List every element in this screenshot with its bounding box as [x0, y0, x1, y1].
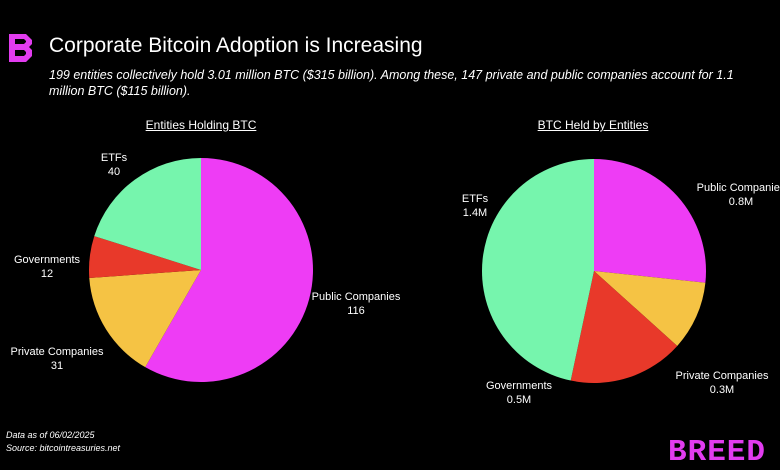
slice-value: 1.4M: [462, 207, 488, 219]
page-subtitle: 199 entities collectively hold 3.01 mill…: [49, 68, 734, 98]
pie-slice-entities-public-companies: [145, 158, 314, 382]
pie-slice-btc-governments: [570, 271, 678, 383]
data-label-private-companies-btc: Private Companies 0.3M: [676, 369, 769, 397]
slice-value: 31: [50, 360, 64, 372]
page-title: Corporate Bitcoin Adoption is Increasing: [49, 34, 423, 57]
slice-label: Governments: [13, 254, 81, 266]
slice-value: 40: [107, 166, 121, 178]
slice-value: 116: [347, 305, 365, 317]
slice-label: ETFs: [461, 193, 489, 205]
pie-slice-btc-etfs: [481, 159, 594, 381]
pie-slice-entities-etfs: [94, 158, 201, 270]
data-label-public-companies-btc: Public Companies 0.8M: [697, 181, 780, 209]
wordmark-text: BREED: [668, 435, 766, 466]
slice-value: 0.8M: [728, 196, 754, 208]
data-label-etfs-btc: ETFs 1.4M: [462, 192, 488, 220]
slice-label: Governments: [485, 380, 553, 392]
pie-slice-btc-public-companies: [594, 159, 707, 283]
pie-slice-entities-governments: [89, 236, 201, 278]
chart-title-btc-held: BTC Held by Entities: [537, 118, 649, 132]
slice-value: 12: [40, 268, 54, 280]
slice-label: Public Companies: [311, 291, 401, 303]
pie-slice-entities-private-companies: [89, 270, 201, 368]
chart-title-entities: Entities Holding BTC: [145, 118, 257, 132]
pie-slice-btc-private-companies: [594, 271, 706, 346]
data-label-governments-btc: Governments 0.5M: [486, 379, 552, 407]
breed-logo-icon: [9, 34, 32, 62]
slice-value: 0.3M: [709, 384, 735, 396]
data-label-public-companies-entities: Public Companies 116: [312, 290, 401, 318]
slice-label: Public Companies: [696, 182, 780, 194]
data-label-etfs-entities: ETFs 40: [101, 151, 127, 179]
slice-label: ETFs: [100, 152, 128, 164]
slice-value: 0.5M: [506, 394, 532, 406]
slice-label: Private Companies: [675, 370, 769, 382]
slice-label: Private Companies: [10, 346, 104, 358]
data-label-governments-entities: Governments 12: [14, 253, 80, 281]
breed-wordmark-logo: BREED: [668, 435, 766, 466]
data-label-private-companies-entities: Private Companies 31: [11, 345, 104, 373]
source-note: Source: bitcointreasuries.net: [6, 443, 121, 453]
data-date-note: Data as of 06/02/2025: [6, 430, 95, 440]
